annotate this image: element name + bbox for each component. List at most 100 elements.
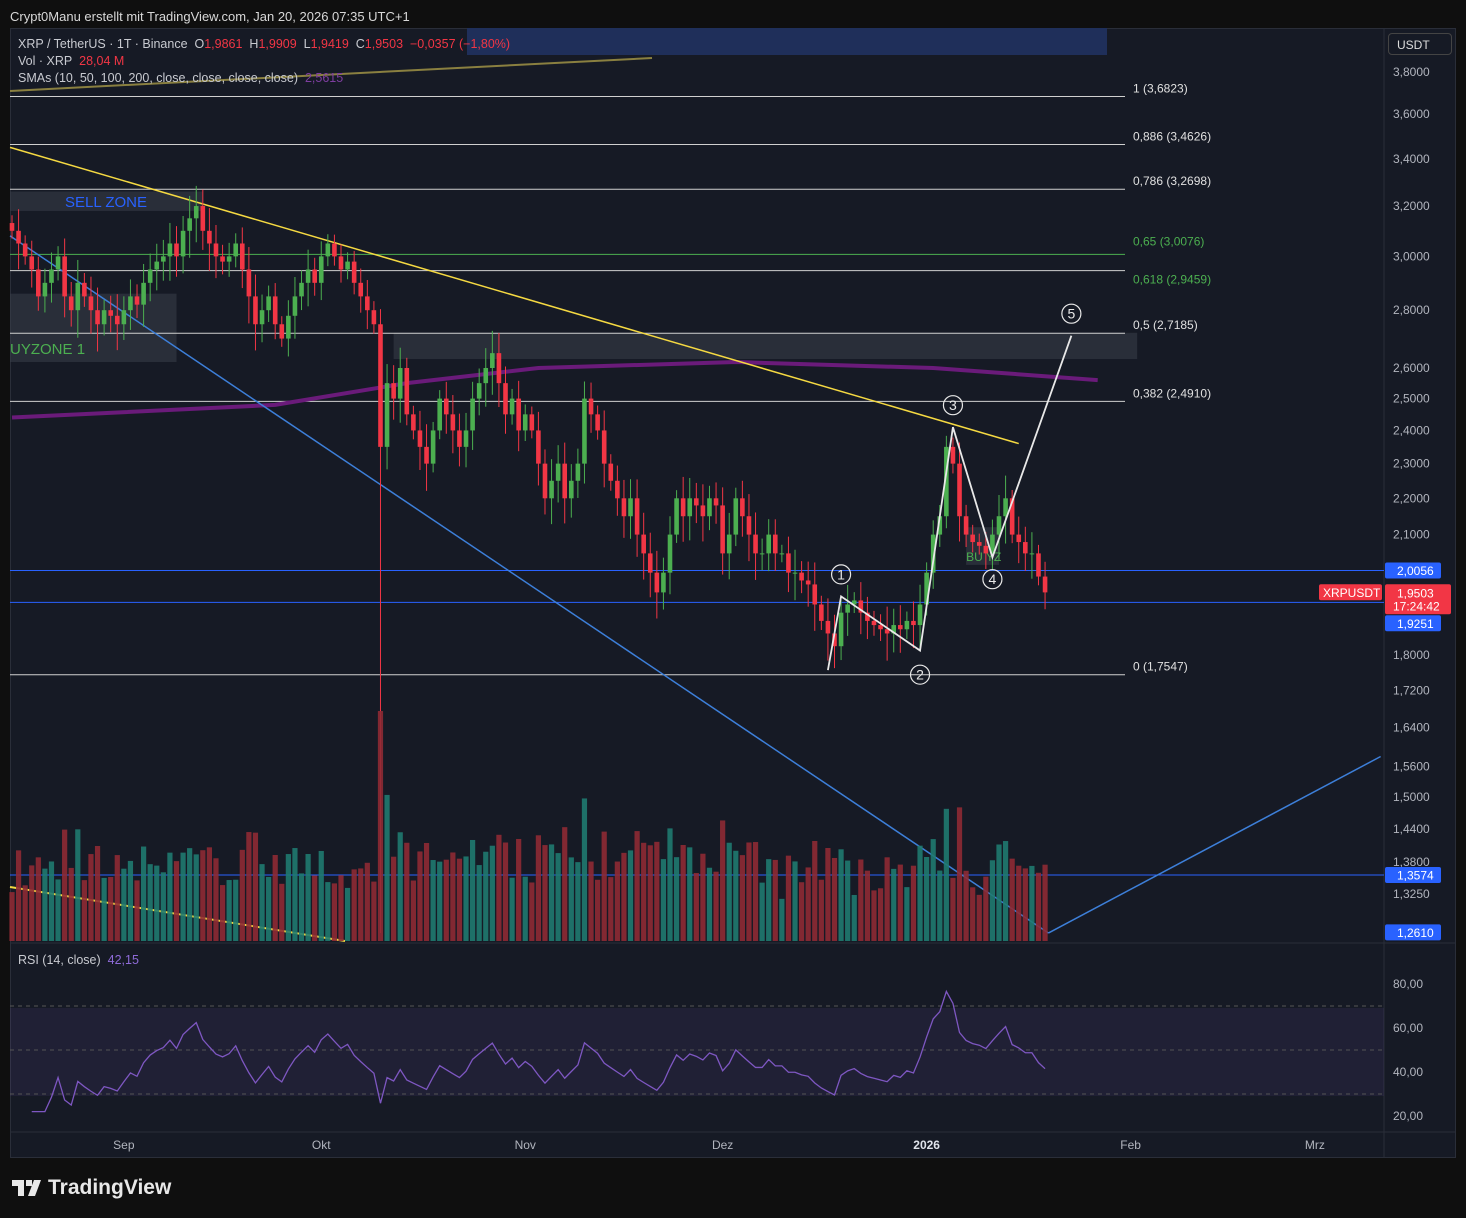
volume-bar bbox=[364, 862, 370, 941]
volume-bar bbox=[588, 861, 594, 941]
volume-bar bbox=[325, 882, 331, 941]
candle-body bbox=[62, 256, 67, 297]
volume-bar bbox=[358, 868, 364, 941]
candle-body bbox=[575, 463, 581, 481]
candle-body bbox=[680, 498, 686, 517]
volume-bar bbox=[391, 856, 397, 941]
candle-body bbox=[845, 604, 850, 613]
volume-bar bbox=[970, 887, 976, 941]
volume-bar bbox=[35, 857, 41, 941]
volume-bar bbox=[930, 839, 936, 941]
volume-bar bbox=[75, 829, 81, 941]
candle-body bbox=[187, 218, 192, 231]
candle-body bbox=[549, 480, 554, 499]
candle-body bbox=[1023, 542, 1028, 554]
volume-bar bbox=[62, 829, 68, 941]
volume-bar bbox=[108, 877, 114, 941]
fib-label: 1 (3,6823) bbox=[1133, 82, 1188, 96]
volume-bar bbox=[700, 853, 706, 941]
candle-body bbox=[509, 398, 515, 415]
rsi-tick-label: 60,00 bbox=[1393, 1021, 1423, 1035]
candle-body bbox=[240, 243, 245, 270]
fib-label: 0,5 (2,7185) bbox=[1133, 318, 1198, 332]
sma-legend[interactable]: SMAs (10, 50, 100, 200, close, close, cl… bbox=[18, 71, 343, 85]
open-label: O bbox=[194, 37, 205, 51]
snapshot-credit: Crypt0Manu erstellt mit TradingView.com,… bbox=[10, 9, 410, 24]
fib-label: 0 (1,7547) bbox=[1133, 660, 1188, 674]
candle-body bbox=[812, 584, 818, 605]
volume-bar bbox=[989, 860, 996, 941]
volume-legend[interactable]: Vol · XRP 28,04 M bbox=[18, 54, 124, 68]
volume-bar bbox=[173, 861, 180, 941]
volume-bar bbox=[516, 838, 522, 941]
volume-bar bbox=[42, 868, 48, 941]
candle-body bbox=[569, 480, 574, 499]
candle-body bbox=[884, 629, 890, 634]
price-tick-label: 2,4000 bbox=[1393, 423, 1430, 437]
volume-bar bbox=[417, 851, 423, 941]
candle-body bbox=[325, 243, 331, 257]
currency-button[interactable]: USDT bbox=[1388, 33, 1452, 55]
candle-body bbox=[746, 516, 752, 535]
volume-bar bbox=[430, 860, 436, 941]
candle-body bbox=[851, 600, 857, 605]
rsi-legend[interactable]: RSI (14, close) 42,15 bbox=[18, 953, 139, 967]
zone-box bbox=[10, 293, 177, 363]
time-tick-label: Dez bbox=[712, 1138, 733, 1152]
candle-body bbox=[365, 296, 370, 311]
candle-body bbox=[82, 282, 87, 297]
candle-body bbox=[634, 498, 640, 535]
volume-bar bbox=[956, 807, 963, 941]
volume-bar bbox=[160, 872, 166, 941]
candle-body bbox=[272, 296, 278, 325]
volume-bar bbox=[937, 870, 943, 941]
volume-bar bbox=[634, 831, 640, 941]
candle-body bbox=[318, 256, 324, 283]
candle-body bbox=[246, 269, 252, 297]
volume-bar bbox=[621, 852, 627, 941]
volume-bar bbox=[450, 852, 456, 941]
volume-bar bbox=[660, 859, 667, 941]
price-tick-label: 2,1000 bbox=[1393, 528, 1430, 542]
volume-bar bbox=[252, 832, 259, 941]
volume-bar bbox=[489, 845, 495, 941]
candle-body bbox=[490, 353, 495, 369]
candle-body bbox=[476, 383, 482, 399]
candle-body bbox=[937, 516, 943, 535]
candle-body bbox=[68, 296, 74, 311]
candle-body bbox=[253, 296, 258, 325]
price-tick-label: 2,8000 bbox=[1393, 303, 1430, 317]
candle-body bbox=[516, 398, 521, 431]
volume-bar bbox=[845, 860, 851, 941]
volume-bar bbox=[9, 892, 15, 941]
candle-body bbox=[819, 604, 824, 621]
high-value: 1,9909 bbox=[258, 37, 297, 51]
volume-bar bbox=[239, 849, 245, 941]
chart-panel[interactable] bbox=[10, 28, 1456, 1158]
rsi-tick-label: 40,00 bbox=[1393, 1065, 1423, 1079]
candle-body bbox=[470, 398, 475, 431]
volume-bar bbox=[608, 877, 614, 941]
header-highlight bbox=[467, 28, 1107, 55]
candle-body bbox=[75, 282, 81, 311]
candle-body bbox=[615, 480, 620, 499]
volume-bar bbox=[193, 854, 199, 941]
tradingview-logo[interactable]: TradingView bbox=[12, 1176, 171, 1200]
volume-bar bbox=[154, 865, 160, 941]
symbol-title[interactable]: XRP / TetherUS · 1T · Binance bbox=[18, 37, 188, 51]
candle-body bbox=[726, 534, 732, 554]
volume-bar bbox=[233, 879, 239, 941]
volume-bar bbox=[752, 842, 759, 941]
candle-body bbox=[351, 261, 357, 283]
volume-bar bbox=[94, 846, 101, 941]
volume-bar bbox=[476, 865, 482, 941]
volume-bar bbox=[279, 883, 285, 941]
candle-body bbox=[832, 633, 837, 647]
volume-bar bbox=[344, 887, 351, 941]
volume-bar bbox=[187, 848, 193, 941]
volume-bar bbox=[733, 850, 739, 941]
sma-value: 2,5615 bbox=[304, 71, 344, 85]
candle-body bbox=[898, 625, 903, 630]
volume-bar bbox=[871, 890, 877, 941]
